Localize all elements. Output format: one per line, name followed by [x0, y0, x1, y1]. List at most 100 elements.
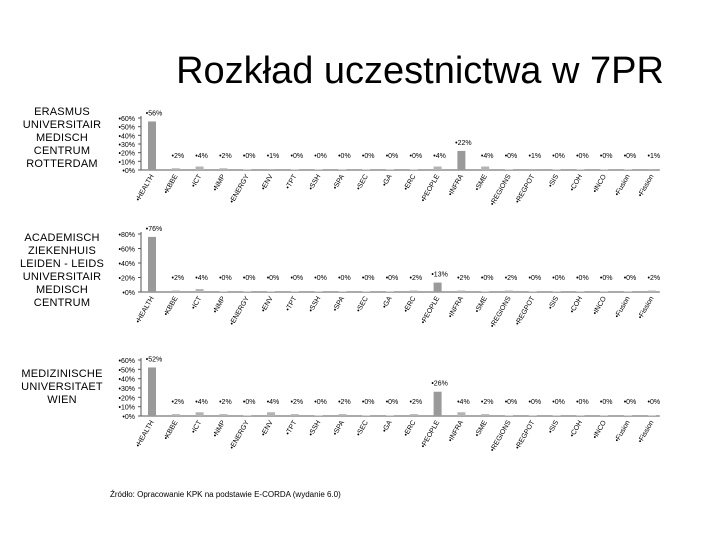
data-label: •2% — [219, 399, 232, 406]
category-label: •SEC — [355, 174, 369, 192]
data-label: •0% — [362, 399, 375, 406]
data-label: •2% — [457, 275, 470, 282]
category-label: •GA — [381, 419, 394, 434]
bar-fusion — [624, 291, 632, 292]
category-label: •REGIONS — [489, 295, 513, 329]
data-label: •52% — [146, 356, 162, 363]
bar-nmp — [219, 414, 228, 416]
y-tick-label: •20% — [119, 276, 135, 283]
category-label: •ICT — [190, 295, 203, 311]
category-label: •SIS — [547, 295, 560, 311]
category-label: •Fission — [637, 173, 655, 198]
bar-infra — [457, 412, 466, 416]
data-label: •0% — [505, 399, 518, 406]
data-label: •0% — [243, 153, 256, 160]
data-label: •76% — [146, 226, 162, 233]
bar-energy — [243, 169, 252, 170]
data-label: •4% — [195, 275, 208, 282]
data-label: •0% — [552, 153, 565, 160]
bar-coh — [576, 415, 585, 416]
bar-kbbe — [171, 414, 180, 416]
chart-2: •0% •20% •40% •60% •80% •76% •HEALTH •2% •KBBE •4… — [0, 226, 720, 338]
data-label: •0% — [552, 399, 565, 406]
category-label: •INCO — [592, 295, 608, 316]
data-label: •0% — [600, 399, 613, 406]
y-tick-label: •0% — [122, 414, 135, 421]
y-tick-label: •80% — [119, 232, 135, 239]
bar-fission — [647, 169, 656, 170]
category-label: •ENV — [260, 419, 275, 437]
category-label: •TPT — [285, 295, 299, 313]
bar-spa — [338, 169, 347, 170]
bar-inco — [600, 415, 609, 416]
data-label: •0% — [576, 275, 589, 282]
category-label: •SIS — [547, 419, 560, 435]
category-label: •KBBE — [163, 295, 180, 317]
bar-kbbe — [171, 168, 180, 170]
category-label: •INCO — [592, 419, 608, 440]
bar-energy — [243, 415, 252, 416]
bar-env — [267, 169, 275, 170]
category-label: •ENV — [260, 173, 275, 191]
category-label: •TPT — [285, 419, 299, 437]
bar-regions — [505, 290, 513, 292]
bar-tpt — [290, 414, 299, 416]
category-label: •NMP — [212, 419, 227, 438]
bar-sme — [481, 291, 490, 292]
bar-fusion — [624, 169, 632, 170]
bar-sme — [481, 166, 490, 170]
bar-spa — [338, 414, 347, 416]
category-label: •Fission — [637, 295, 655, 320]
category-label: •Fission — [637, 419, 655, 444]
data-label: •0% — [338, 275, 351, 282]
chart-title: Rozkład uczestnictwa w 7PR — [0, 50, 720, 93]
bar-sec — [362, 169, 371, 170]
chart-2-svg: •0% •20% •40% •60% •80% •76% •HEALTH •2% •KBBE •4… — [119, 226, 661, 329]
category-label: •SME — [474, 295, 489, 314]
data-label: •0% — [529, 275, 542, 282]
bar-erc — [409, 414, 418, 416]
category-label: •INFRA — [447, 173, 465, 197]
category-label: •REGIONS — [489, 419, 513, 453]
category-label: •REGPOT — [514, 173, 536, 205]
data-label: •4% — [195, 153, 208, 160]
y-tick-label: •40% — [119, 377, 135, 384]
bar-ssh — [314, 415, 323, 416]
bar-sis — [552, 415, 561, 416]
bar-energy — [243, 291, 252, 292]
category-label: •ERC — [403, 296, 418, 314]
category-label: •GA — [381, 173, 394, 188]
bar-health — [148, 121, 156, 170]
category-label: •SPA — [332, 419, 346, 437]
data-label: •2% — [172, 153, 185, 160]
category-label: •REGPOT — [514, 419, 536, 451]
category-label: •NMP — [212, 173, 227, 192]
category-label: •INCO — [592, 173, 608, 194]
data-label: •0% — [624, 153, 637, 160]
data-label: •0% — [386, 153, 399, 160]
data-label: •4% — [457, 399, 470, 406]
bar-ssh — [314, 291, 323, 292]
bar-regpot — [528, 291, 537, 292]
bar-infra — [457, 290, 466, 292]
data-label: •0% — [314, 275, 327, 282]
chart-1: •0% •10% •20% •30% •40% •50% •60% •56% •HEALTH •2… — [0, 100, 720, 220]
category-label: •KBBE — [163, 419, 180, 441]
data-label: •0% — [576, 153, 589, 160]
bar-tpt — [290, 291, 299, 292]
data-label: •0% — [624, 399, 637, 406]
bar-inco — [600, 291, 609, 292]
data-label: •0% — [243, 399, 256, 406]
data-label: •0% — [386, 275, 399, 282]
category-label: •ENERGY — [229, 419, 251, 451]
data-label: •0% — [362, 153, 375, 160]
category-label: •SME — [474, 419, 489, 438]
data-label: •2% — [410, 275, 423, 282]
bar-health — [148, 236, 156, 292]
data-label: •1% — [267, 153, 280, 160]
bar-ga — [386, 415, 394, 416]
bar-inco — [600, 169, 609, 170]
category-label: •INFRA — [447, 419, 465, 443]
bar-health — [148, 367, 156, 416]
category-label: •ERC — [403, 174, 418, 192]
